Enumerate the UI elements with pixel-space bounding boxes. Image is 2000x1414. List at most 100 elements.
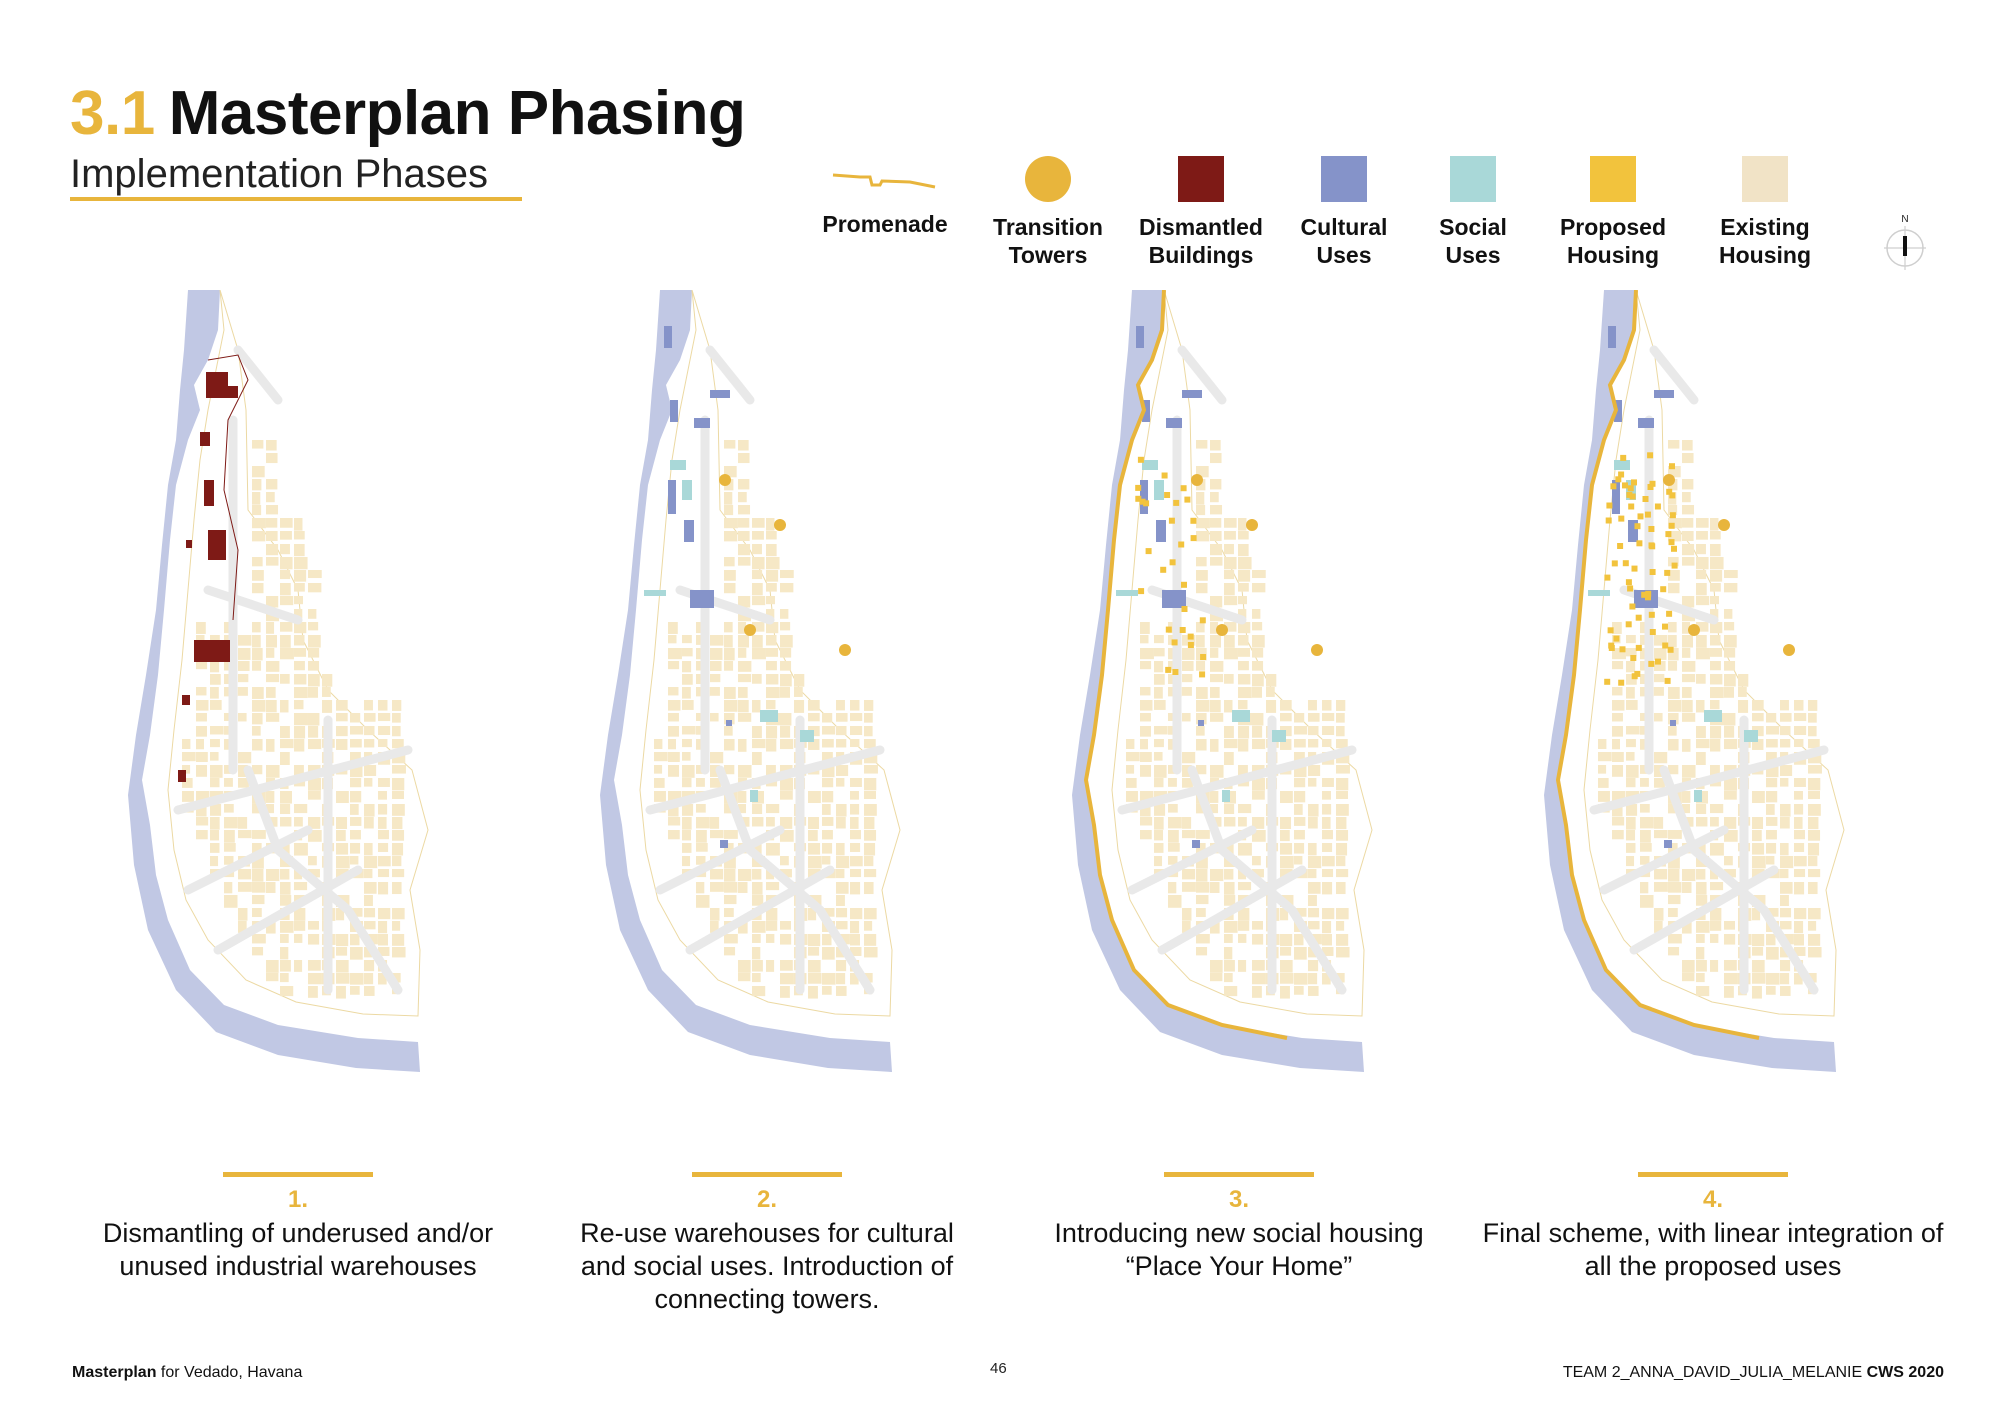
cultural-swatch-icon (1321, 156, 1367, 202)
existing-building (1294, 908, 1307, 917)
existing-building (724, 557, 735, 567)
existing-building (224, 895, 238, 908)
existing-building (1710, 882, 1724, 891)
existing-building (752, 700, 761, 713)
existing-building (1696, 596, 1710, 606)
proposed-housing-building (1669, 463, 1675, 470)
existing-building (752, 622, 765, 632)
existing-building (808, 817, 820, 829)
street-road (1599, 825, 1729, 895)
proposed-housing-building (1631, 565, 1638, 572)
existing-building (724, 856, 736, 869)
existing-building (766, 687, 780, 699)
existing-building (1710, 921, 1722, 931)
existing-building (1210, 440, 1221, 451)
proposed-housing-building (1190, 517, 1197, 524)
existing-building (294, 583, 305, 592)
existing-building (378, 843, 389, 852)
existing-building (1182, 648, 1195, 660)
existing-building (1196, 765, 1207, 775)
existing-building (682, 739, 692, 748)
proposed-housing-building (1649, 480, 1656, 487)
existing-building (1308, 843, 1317, 856)
existing-building (308, 869, 320, 878)
existing-building (1224, 921, 1238, 933)
existing-building (752, 674, 762, 684)
existing-building (1196, 830, 1210, 839)
transition-tower (1216, 624, 1228, 636)
existing-building (1794, 947, 1806, 956)
existing-building (1280, 739, 1292, 750)
existing-building (1196, 713, 1207, 725)
existing-building (1808, 765, 1822, 774)
existing-building (822, 843, 833, 854)
existing-building (1266, 674, 1277, 687)
existing-building (1696, 739, 1710, 749)
existing-building (1154, 687, 1163, 699)
existing-building (336, 843, 349, 855)
existing-building (864, 713, 873, 723)
existing-building (1308, 882, 1321, 894)
existing-building (1182, 752, 1196, 764)
existing-building (1154, 635, 1164, 644)
existing-building (308, 674, 320, 687)
legend-label: Dismantled Buildings (1139, 214, 1263, 268)
existing-building (252, 557, 263, 567)
existing-building (1766, 817, 1778, 826)
existing-building (1612, 622, 1622, 634)
existing-building (836, 986, 847, 996)
existing-building (1168, 622, 1177, 634)
existing-building (1154, 739, 1164, 748)
existing-building (280, 869, 290, 880)
existing-building (336, 856, 350, 869)
existing-building (1210, 453, 1222, 464)
existing-building (280, 934, 289, 943)
existing-building (766, 531, 777, 540)
existing-building (696, 817, 710, 829)
existing-building (1668, 830, 1682, 839)
existing-building (738, 596, 751, 608)
phase-3-caption: 3. Introducing new social housing “Place… (1004, 1172, 1474, 1283)
existing-building (336, 973, 350, 984)
existing-building (1238, 622, 1251, 634)
existing-building (752, 635, 763, 648)
existing-building (252, 843, 262, 856)
existing-building (1808, 973, 1817, 983)
existing-building (780, 986, 790, 998)
existing-building (1724, 856, 1733, 866)
existing-building (294, 661, 305, 671)
existing-building (1654, 817, 1664, 829)
existing-building (1238, 739, 1249, 752)
existing-building (364, 960, 375, 972)
existing-building (266, 531, 278, 542)
existing-building (1336, 882, 1346, 895)
existing-building (822, 856, 831, 865)
existing-building (308, 791, 321, 800)
existing-building (1710, 518, 1719, 531)
existing-building (1612, 713, 1623, 722)
existing-building (280, 804, 291, 815)
existing-building (1336, 752, 1350, 764)
existing-building (1640, 895, 1654, 908)
existing-building (1238, 687, 1252, 699)
existing-building (1682, 635, 1693, 648)
existing-building (1294, 817, 1306, 826)
transition-tower (1246, 519, 1258, 531)
existing-building (1252, 583, 1266, 593)
existing-building (308, 687, 319, 698)
existing-building (1154, 661, 1164, 673)
existing-building (1696, 648, 1710, 660)
existing-building (780, 713, 792, 726)
existing-building (1682, 557, 1695, 566)
proposed-housing-building (1160, 566, 1167, 573)
existing-building (1224, 622, 1237, 632)
existing-building (668, 648, 682, 660)
existing-building (1752, 817, 1764, 829)
existing-building (1252, 921, 1264, 930)
existing-building (724, 700, 738, 712)
existing-building (1766, 726, 1780, 735)
existing-building (1668, 466, 1681, 478)
existing-building (1808, 804, 1821, 816)
social-use-building (1744, 730, 1758, 742)
existing-building (1336, 856, 1346, 867)
